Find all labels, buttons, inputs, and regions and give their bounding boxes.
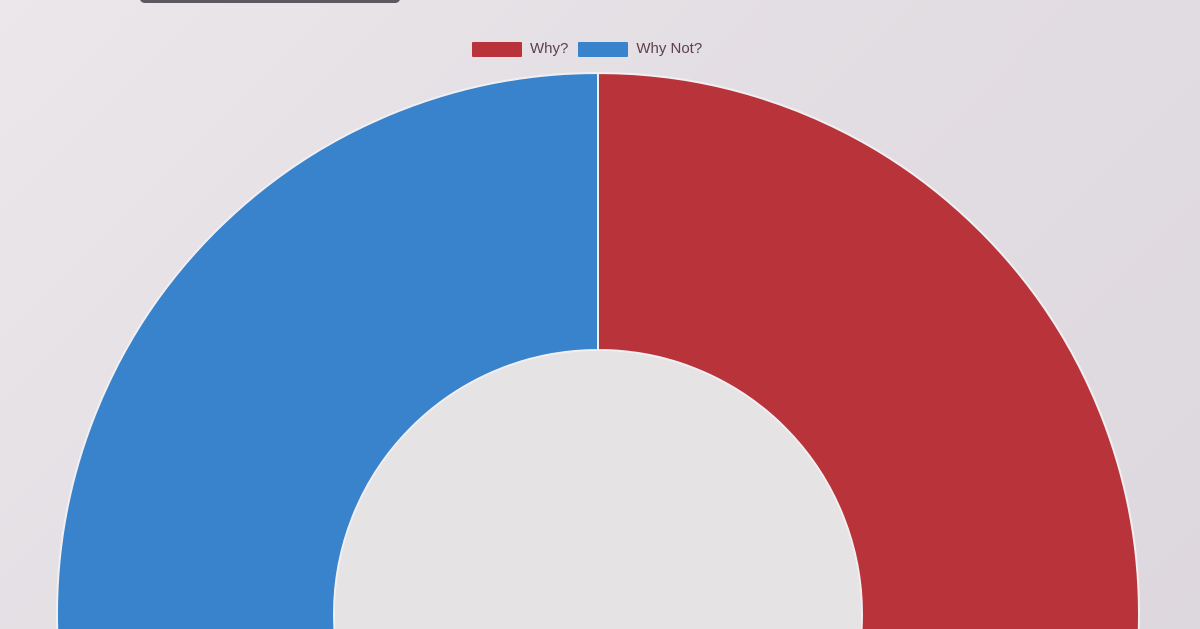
legend-swatch-why-not — [578, 41, 629, 57]
chart-slices — [56, 71, 1140, 629]
legend-label-why: Why? — [530, 40, 569, 57]
chart-legend: Why? Why Not? — [472, 38, 702, 60]
legend-item-why-not[interactable]: Why Not? — [578, 40, 702, 58]
top-bar — [140, 0, 400, 3]
doughnut-hole — [335, 351, 861, 629]
slice-why[interactable] — [597, 71, 1140, 629]
legend-label-why-not: Why Not? — [636, 40, 703, 57]
legend-item-why[interactable]: Why? — [472, 40, 568, 58]
legend-swatch-why — [472, 41, 522, 57]
slice-why-not[interactable] — [56, 71, 599, 629]
